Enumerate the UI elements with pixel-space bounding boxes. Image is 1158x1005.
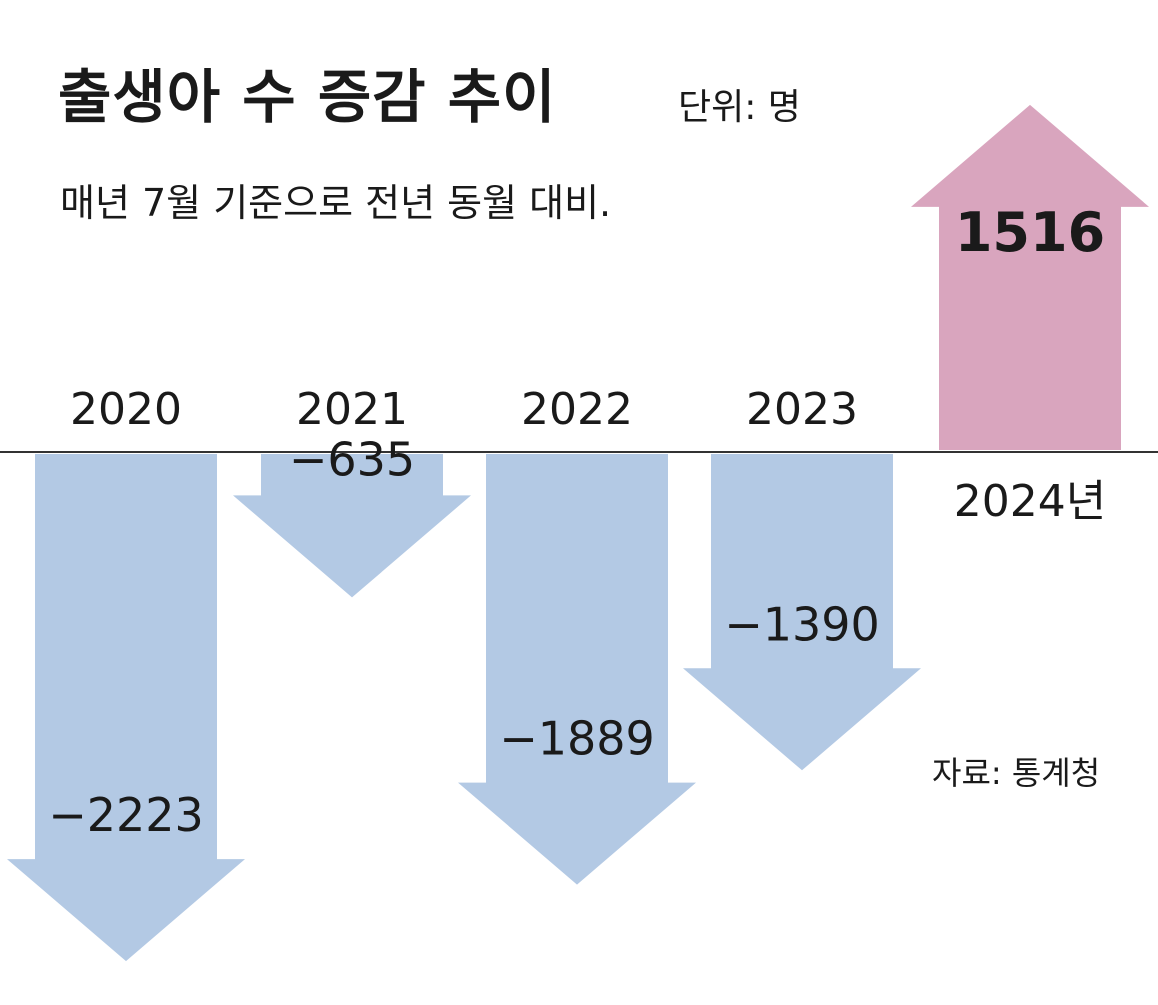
arrow-bar-0: −2223 2020 [7, 384, 245, 962]
value-label-1: −635 [289, 432, 415, 486]
value-label-0: −2223 [48, 788, 204, 842]
chart-subtitle: 매년 7월 기준으로 전년 동월 대비. [60, 181, 612, 225]
arrow-shape-4 [911, 104, 1149, 450]
chart-title: 출생아 수 증감 추이 [58, 63, 557, 131]
value-label-3: −1390 [724, 597, 880, 651]
value-label-2: −1889 [499, 712, 655, 766]
year-label-4: 2024년 [954, 476, 1106, 527]
unit-label: 단위: 명 [678, 87, 801, 128]
year-label-2: 2022 [521, 384, 633, 435]
arrow-shape-2 [458, 454, 696, 885]
arrow-bar-4: 1516 2024년 [911, 104, 1149, 527]
value-label-4: 1516 [955, 201, 1105, 264]
arrow-bar-3: −1390 2023 [683, 384, 921, 771]
year-label-1: 2021 [296, 384, 408, 435]
source-note: 자료: 통계청 [932, 754, 1101, 792]
arrow-shape-3 [683, 454, 921, 771]
arrow-shape-0 [7, 454, 245, 962]
arrow-shape-1 [233, 454, 471, 598]
arrow-bar-2: −1889 2022 [458, 384, 696, 885]
year-label-3: 2023 [746, 384, 858, 435]
year-label-0: 2020 [70, 384, 182, 435]
